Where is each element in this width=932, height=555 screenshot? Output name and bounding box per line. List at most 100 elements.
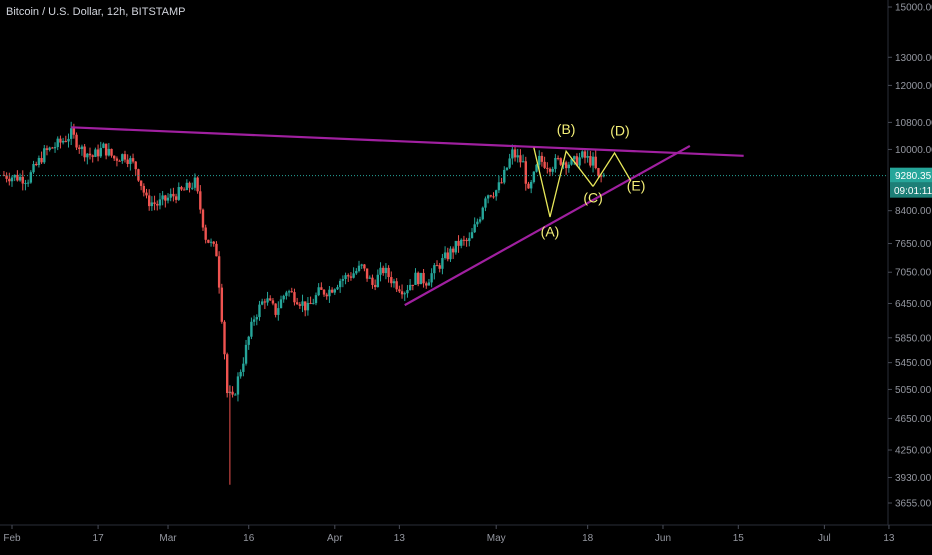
candle-body: [166, 197, 170, 201]
candle-body: [113, 155, 116, 159]
candle-body: [360, 264, 363, 266]
candle-body: [94, 149, 97, 157]
last-price-tag-label: 9280.35: [895, 171, 932, 182]
candle-body: [419, 272, 423, 285]
candle-body: [543, 161, 546, 168]
candle-body: [91, 155, 94, 157]
candle-body: [328, 289, 331, 297]
wave-label: (B): [557, 121, 576, 137]
candle-body: [56, 138, 59, 148]
candle-body: [204, 227, 207, 240]
candle-body: [86, 153, 89, 158]
candle-body: [290, 291, 293, 293]
candle-body: [470, 232, 474, 239]
symbol-title: Bitcoin / U.S. Dollar, 12h, BITSTAMP: [6, 6, 186, 18]
candle-body: [269, 298, 272, 301]
candle-body: [193, 177, 197, 188]
time-tick-label: 13: [394, 533, 406, 544]
candle-body: [104, 143, 108, 156]
candle-body: [274, 303, 277, 315]
candle-body: [207, 239, 210, 243]
candle-body: [460, 239, 463, 246]
candles-layer: [2, 121, 605, 485]
candle-body: [443, 252, 447, 259]
candle-body: [322, 289, 326, 295]
price-tick-label: 13000.00: [895, 53, 932, 64]
candle-body: [134, 161, 137, 170]
candle-body: [72, 128, 76, 135]
candle-body: [382, 267, 385, 274]
candle-body: [174, 196, 178, 200]
candle-body: [312, 303, 315, 305]
candle-body: [532, 171, 536, 182]
candle-body: [255, 317, 258, 320]
candle-body: [495, 190, 498, 197]
candle-body: [271, 300, 275, 304]
candle-body: [355, 271, 358, 274]
time-tick-label: 15: [733, 533, 745, 544]
candle-body: [505, 167, 509, 170]
candle-body: [247, 336, 250, 345]
candle-body: [121, 154, 124, 162]
candle-body: [376, 274, 380, 288]
price-tick-label: 5450.00: [895, 358, 932, 369]
candle-body: [371, 277, 374, 285]
price-tick-label: 10800.00: [895, 118, 932, 129]
candle-body: [320, 287, 323, 290]
price-tick-label: 5050.00: [895, 385, 932, 396]
wave-label: (C): [583, 189, 602, 205]
candle-body: [570, 159, 573, 165]
candle-body: [578, 157, 581, 166]
candle-body: [304, 301, 307, 311]
candle-body: [535, 164, 538, 172]
candle-body: [139, 180, 143, 186]
candle-body: [48, 147, 51, 150]
candle-body: [486, 195, 490, 199]
candle-body: [285, 292, 288, 296]
candle-body: [427, 282, 431, 286]
candle-body: [301, 301, 304, 306]
candle-body: [43, 148, 46, 163]
candle-body: [118, 160, 121, 162]
candle-body: [16, 174, 19, 181]
candle-body: [317, 287, 320, 296]
candle-body: [465, 239, 468, 242]
time-tick-label: Apr: [327, 533, 343, 544]
time-tick-label: May: [487, 533, 506, 544]
candle-body: [266, 298, 269, 303]
candle-body: [188, 182, 191, 188]
candle-body: [215, 243, 218, 257]
candle-body: [24, 183, 27, 185]
candle-body: [551, 168, 554, 172]
candle-body: [145, 192, 148, 196]
wave-pattern-layer: (A) (B) (C) (D) (E): [533, 121, 645, 240]
candle-body: [341, 279, 345, 281]
candle-body: [398, 289, 401, 292]
candle-body: [231, 391, 234, 395]
candle-body: [164, 195, 167, 201]
candle-body: [454, 240, 458, 253]
candle-body: [75, 134, 78, 148]
candle-body: [347, 275, 350, 277]
candle-body: [177, 187, 180, 200]
wave-path-projected: [592, 151, 632, 187]
candle-body: [365, 268, 369, 279]
candle-body: [540, 155, 544, 162]
candle-body: [363, 264, 366, 269]
price-tick-label: 12000.00: [895, 81, 932, 92]
candle-body: [298, 304, 302, 306]
price-tick-label: 15000.00: [895, 3, 932, 14]
candle-body: [131, 158, 135, 162]
candle-body: [10, 177, 14, 182]
candle-body: [373, 284, 377, 288]
candle-body: [597, 168, 600, 176]
candle-body: [406, 290, 409, 294]
candle-body: [13, 174, 16, 178]
candle-body: [511, 149, 514, 159]
candle-body: [422, 272, 425, 284]
candle-body: [53, 147, 57, 149]
candle-body: [546, 167, 549, 169]
candle-body: [110, 148, 113, 156]
